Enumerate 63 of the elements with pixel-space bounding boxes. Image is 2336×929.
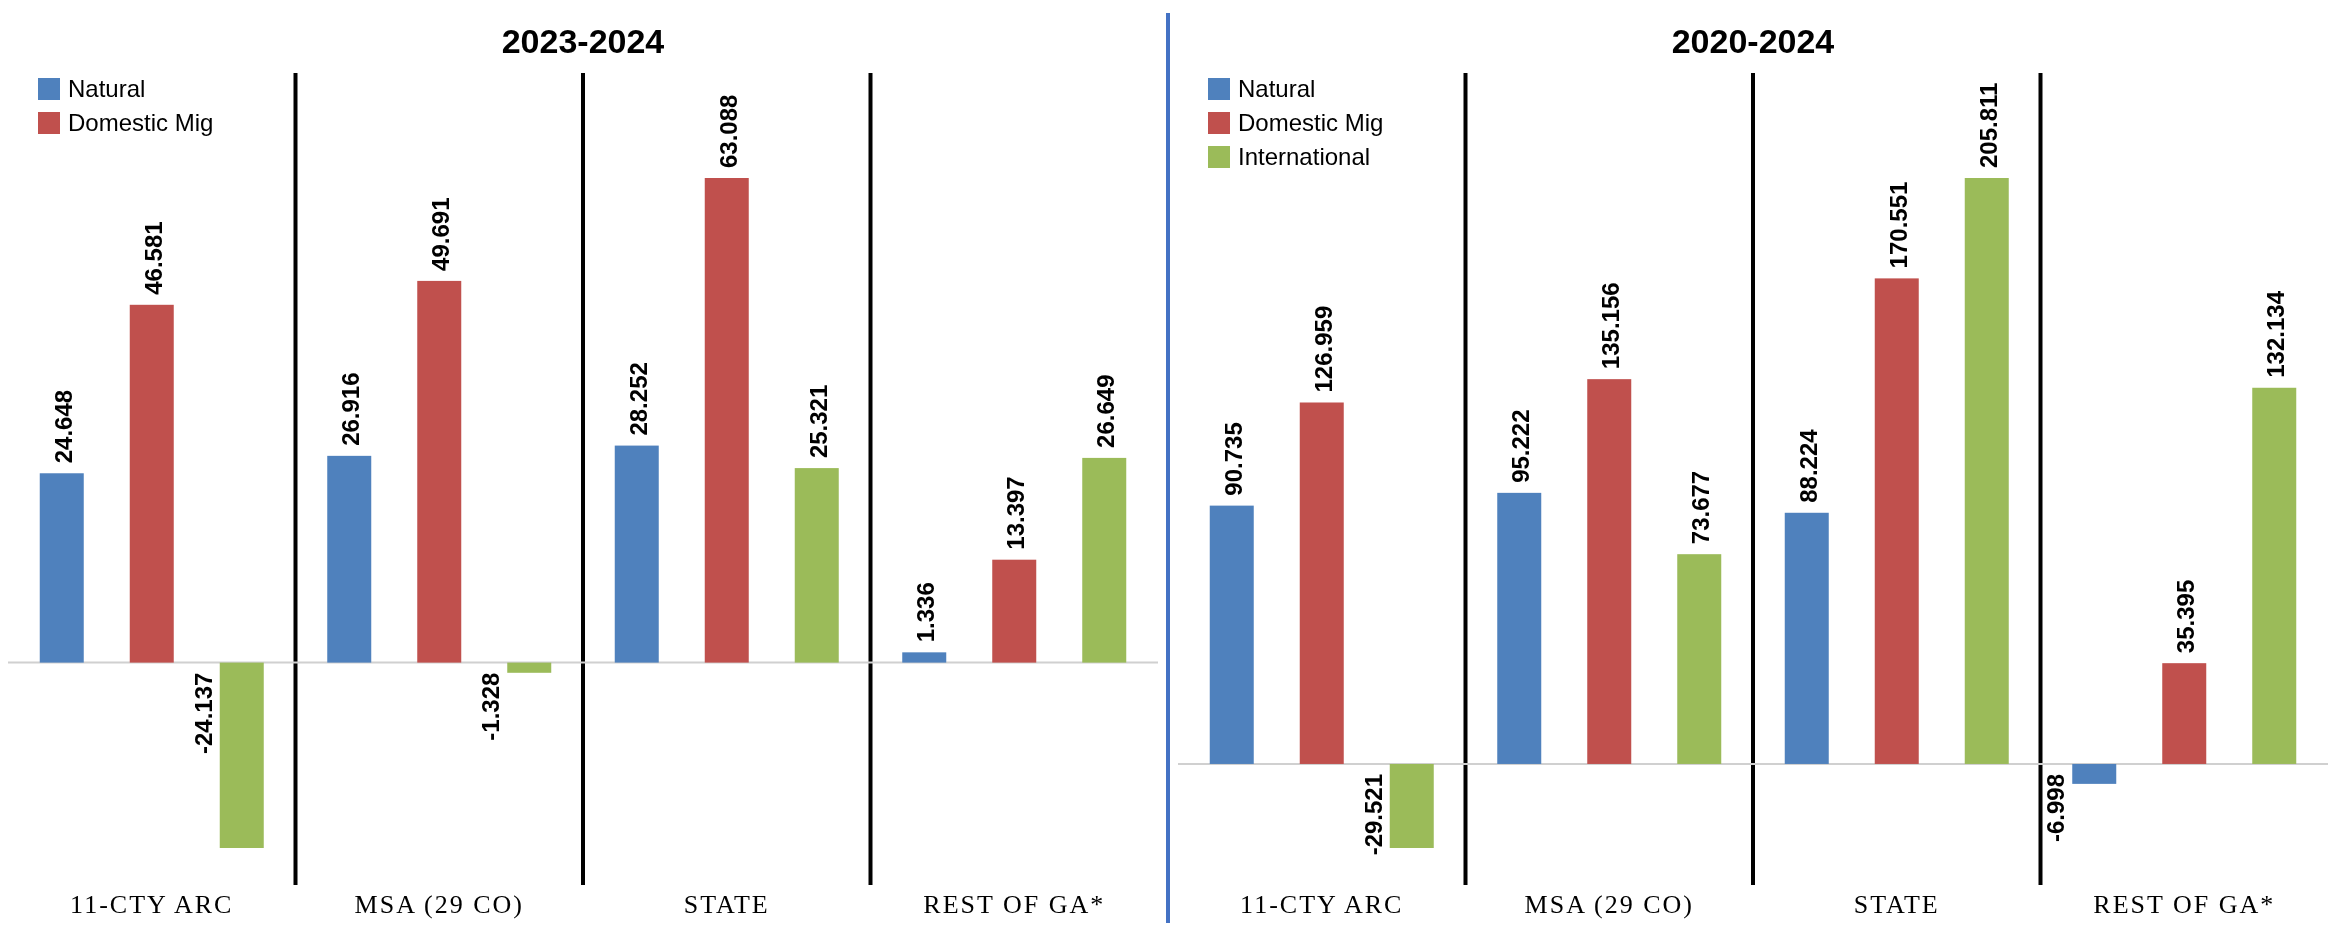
data-label: 95.222 — [1507, 409, 1535, 483]
bar — [2162, 663, 2207, 764]
bar — [417, 280, 462, 663]
data-label: 170.551 — [1884, 181, 1912, 269]
data-label: 90.735 — [1219, 422, 1247, 496]
bar — [1497, 492, 1542, 764]
data-label: 26.916 — [337, 372, 365, 446]
data-label: 26.649 — [1092, 374, 1120, 448]
data-label: 49.691 — [427, 197, 455, 271]
bar — [129, 304, 174, 663]
data-label: 1.336 — [912, 582, 940, 643]
data-label: 25.321 — [804, 384, 832, 459]
data-label: 126.959 — [1309, 305, 1337, 393]
bar — [2252, 387, 2297, 764]
x-tick-label: MSA (29 CO) — [1524, 890, 1694, 919]
x-tick-label: 11-CTY ARC — [70, 890, 234, 919]
bar — [614, 445, 659, 663]
legend-label: Natural — [1238, 75, 1316, 102]
data-label: -24.137 — [189, 672, 217, 754]
bar — [1587, 379, 1632, 764]
x-tick-label: 11-CTY ARC — [1240, 890, 1404, 919]
chart-title: 2023-2024 — [501, 22, 665, 60]
x-tick-label: MSA (29 CO) — [354, 890, 524, 919]
legend-label: International — [1238, 143, 1371, 170]
bar — [327, 455, 372, 663]
x-tick-label: REST OF GA* — [2093, 890, 2276, 919]
data-label: 35.395 — [2172, 579, 2200, 654]
bar — [1082, 457, 1127, 663]
bar — [2072, 763, 2117, 784]
data-label: 132.134 — [2262, 290, 2290, 378]
data-label: 46.581 — [139, 221, 167, 295]
data-label: -6.998 — [2042, 773, 2070, 843]
bar — [1209, 505, 1254, 764]
legend-label: Domestic Mig — [1238, 109, 1384, 136]
x-tick-label: STATE — [1853, 890, 1940, 919]
bar — [902, 652, 947, 663]
bar — [219, 662, 264, 848]
data-label: 205.811 — [1974, 82, 2002, 168]
data-label: 13.397 — [1002, 476, 1030, 550]
chart-title: 2020-2024 — [1671, 22, 1835, 60]
data-label: 135.156 — [1597, 282, 1625, 370]
bar — [992, 559, 1037, 663]
data-label: 24.648 — [49, 389, 77, 464]
bar — [1299, 402, 1344, 764]
data-label: -29.521 — [1359, 773, 1387, 856]
bar — [1874, 278, 1919, 764]
data-label: 88.224 — [1794, 428, 1822, 503]
x-tick-label: STATE — [683, 890, 770, 919]
bar — [39, 473, 84, 663]
bar — [794, 468, 839, 663]
data-label: 63.088 — [714, 94, 742, 168]
bar — [1784, 512, 1829, 764]
bar — [1389, 763, 1434, 848]
bar — [1677, 554, 1722, 764]
legend-label: Natural — [68, 75, 146, 102]
bar — [704, 178, 749, 663]
data-label: 73.677 — [1687, 470, 1715, 545]
bar — [507, 662, 552, 673]
legend-label: Domestic Mig — [68, 109, 214, 136]
bar — [1964, 178, 2009, 764]
data-label: -1.328 — [477, 672, 505, 741]
x-tick-label: REST OF GA* — [923, 890, 1106, 919]
data-label: 28.252 — [624, 362, 652, 436]
